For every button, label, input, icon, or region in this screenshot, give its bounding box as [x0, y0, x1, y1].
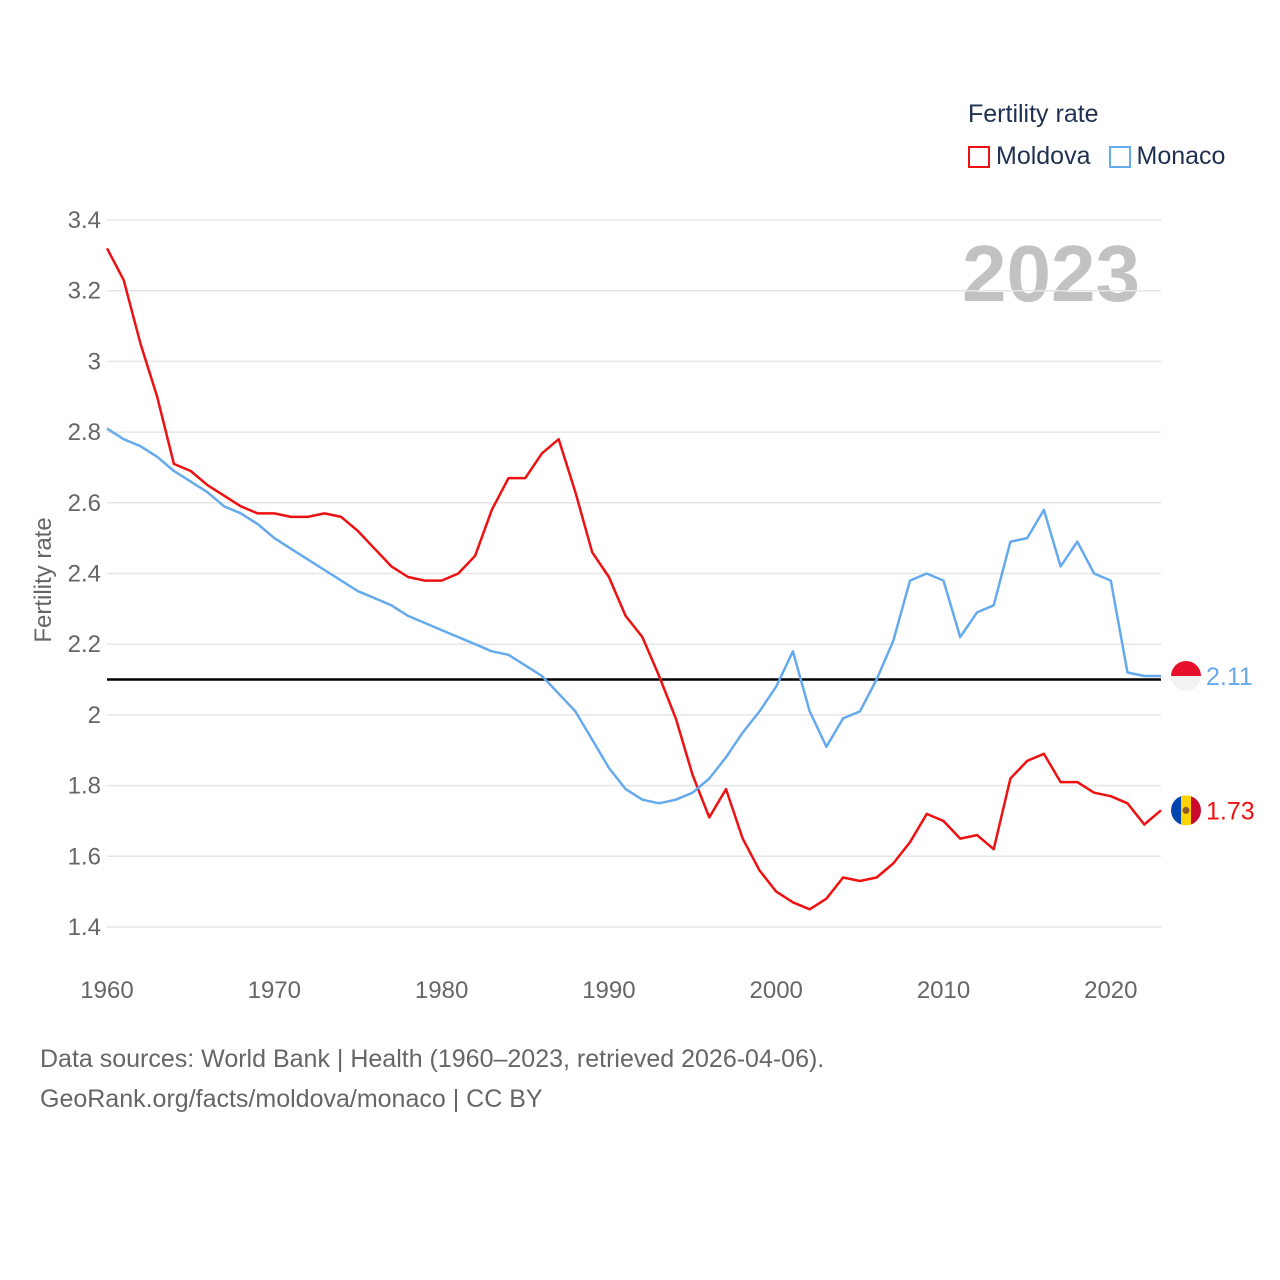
x-tick-label: 2020	[1084, 977, 1137, 1004]
legend-item-moldova[interactable]: Moldova	[968, 142, 1091, 171]
moldova-flag-icon	[1171, 795, 1201, 826]
legend-label-monaco: Monaco	[1136, 142, 1226, 170]
legend-swatch-monaco	[1108, 145, 1131, 168]
y-tick-label: 2.4	[68, 561, 101, 588]
series-line-moldova[interactable]	[105, 247, 1162, 911]
legend-item-monaco[interactable]: Monaco	[1108, 142, 1226, 171]
series-line-monaco[interactable]	[106, 427, 1161, 805]
legend-swatch-moldova	[968, 145, 990, 168]
y-tick-label: 1.6	[68, 843, 101, 870]
y-tick-label: 1.4	[68, 914, 101, 941]
legend-label-moldova: Moldova	[996, 142, 1091, 170]
legend: Moldova Monaco	[968, 142, 1243, 171]
line-chart: 1.4 1.6 1.8 2 2.2 2.4 2.6 2.8 3 3.2 3.4 1960 1970 19…	[30, 207, 1255, 1004]
end-value-moldova: 1.73	[1206, 797, 1255, 825]
x-tick-label: 1990	[582, 977, 635, 1004]
y-tick-label: 3.2	[68, 278, 101, 305]
monaco-flag-icon	[1171, 661, 1201, 692]
y-tick-label: 2.2	[68, 631, 101, 658]
year-label: 2023	[962, 229, 1140, 318]
x-tick-label: 1970	[248, 977, 301, 1004]
y-tick-label: 2.6	[68, 490, 101, 517]
legend-title: Fertility rate	[968, 100, 1099, 128]
x-tick-label: 2000	[750, 977, 803, 1004]
y-tick-label: 2	[88, 702, 101, 729]
y-tick-label: 3	[88, 348, 101, 375]
x-tick-label: 1960	[80, 977, 133, 1004]
source-line-1: Data sources: World Bank | Health (1960–…	[40, 1045, 825, 1073]
x-tick-label: 2010	[917, 977, 970, 1004]
y-tick-label: 1.8	[68, 773, 101, 800]
y-tick-label: 3.4	[68, 207, 101, 234]
y-tick-label: 2.8	[68, 419, 101, 446]
end-value-monaco: 2.11	[1206, 663, 1253, 691]
y-axis-label: Fertility rate	[30, 517, 57, 642]
source-line-2[interactable]: GeoRank.org/facts/moldova/monaco | CC BY	[40, 1085, 543, 1113]
x-tick-label: 1980	[415, 977, 468, 1004]
